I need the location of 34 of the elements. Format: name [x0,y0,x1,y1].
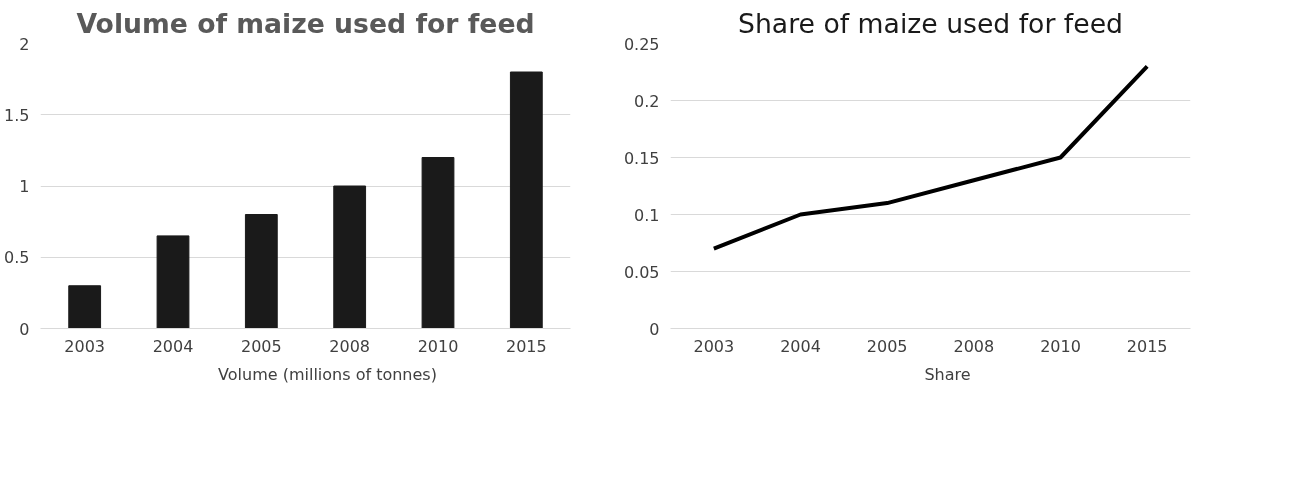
x-tick-label: 2015 [1126,336,1168,356]
line-series [711,64,1150,251]
bar [509,71,543,329]
y-tick-label: 0.05 [623,262,660,282]
x-tick-label: 2008 [953,336,995,356]
x-tick-label: 2005 [240,336,282,356]
y-tick-label: 0.15 [623,148,660,168]
x-tick-label: 2003 [64,336,106,356]
y-tick-label: 1 [19,177,30,196]
bar [68,285,102,329]
x-tick-label: 2015 [505,336,547,356]
bar [333,185,367,329]
text: Share [924,364,971,384]
x-tick-label: 2010 [1040,336,1081,356]
chart-title: Volume of maize used for feed [76,7,535,39]
x-tick-label: 2004 [152,336,194,356]
x-tick-label: 2008 [329,336,371,356]
y-tick-label: 0.1 [634,205,660,225]
y-tick-label: 0.5 [4,248,30,268]
bar [244,214,278,329]
y-tick-label: 0 [649,319,660,339]
y-tick-label: 0.25 [623,34,660,54]
x-tick-label: 2003 [693,336,735,356]
y-tick-label: 0 [19,319,30,339]
bar [421,157,455,329]
y-tick-label: 1.5 [4,105,30,125]
x-tick-label: 2004 [780,336,821,356]
chart-title: Share of maize used for feed [738,7,1123,39]
y-tick-label: 2 [19,34,30,54]
x-tick-label: 2010 [417,336,459,356]
y-tick-label: 0.2 [634,91,660,111]
bar [156,235,190,329]
text: Volume (millions of tonnes) [218,364,437,384]
x-tick-label: 2005 [866,336,908,356]
